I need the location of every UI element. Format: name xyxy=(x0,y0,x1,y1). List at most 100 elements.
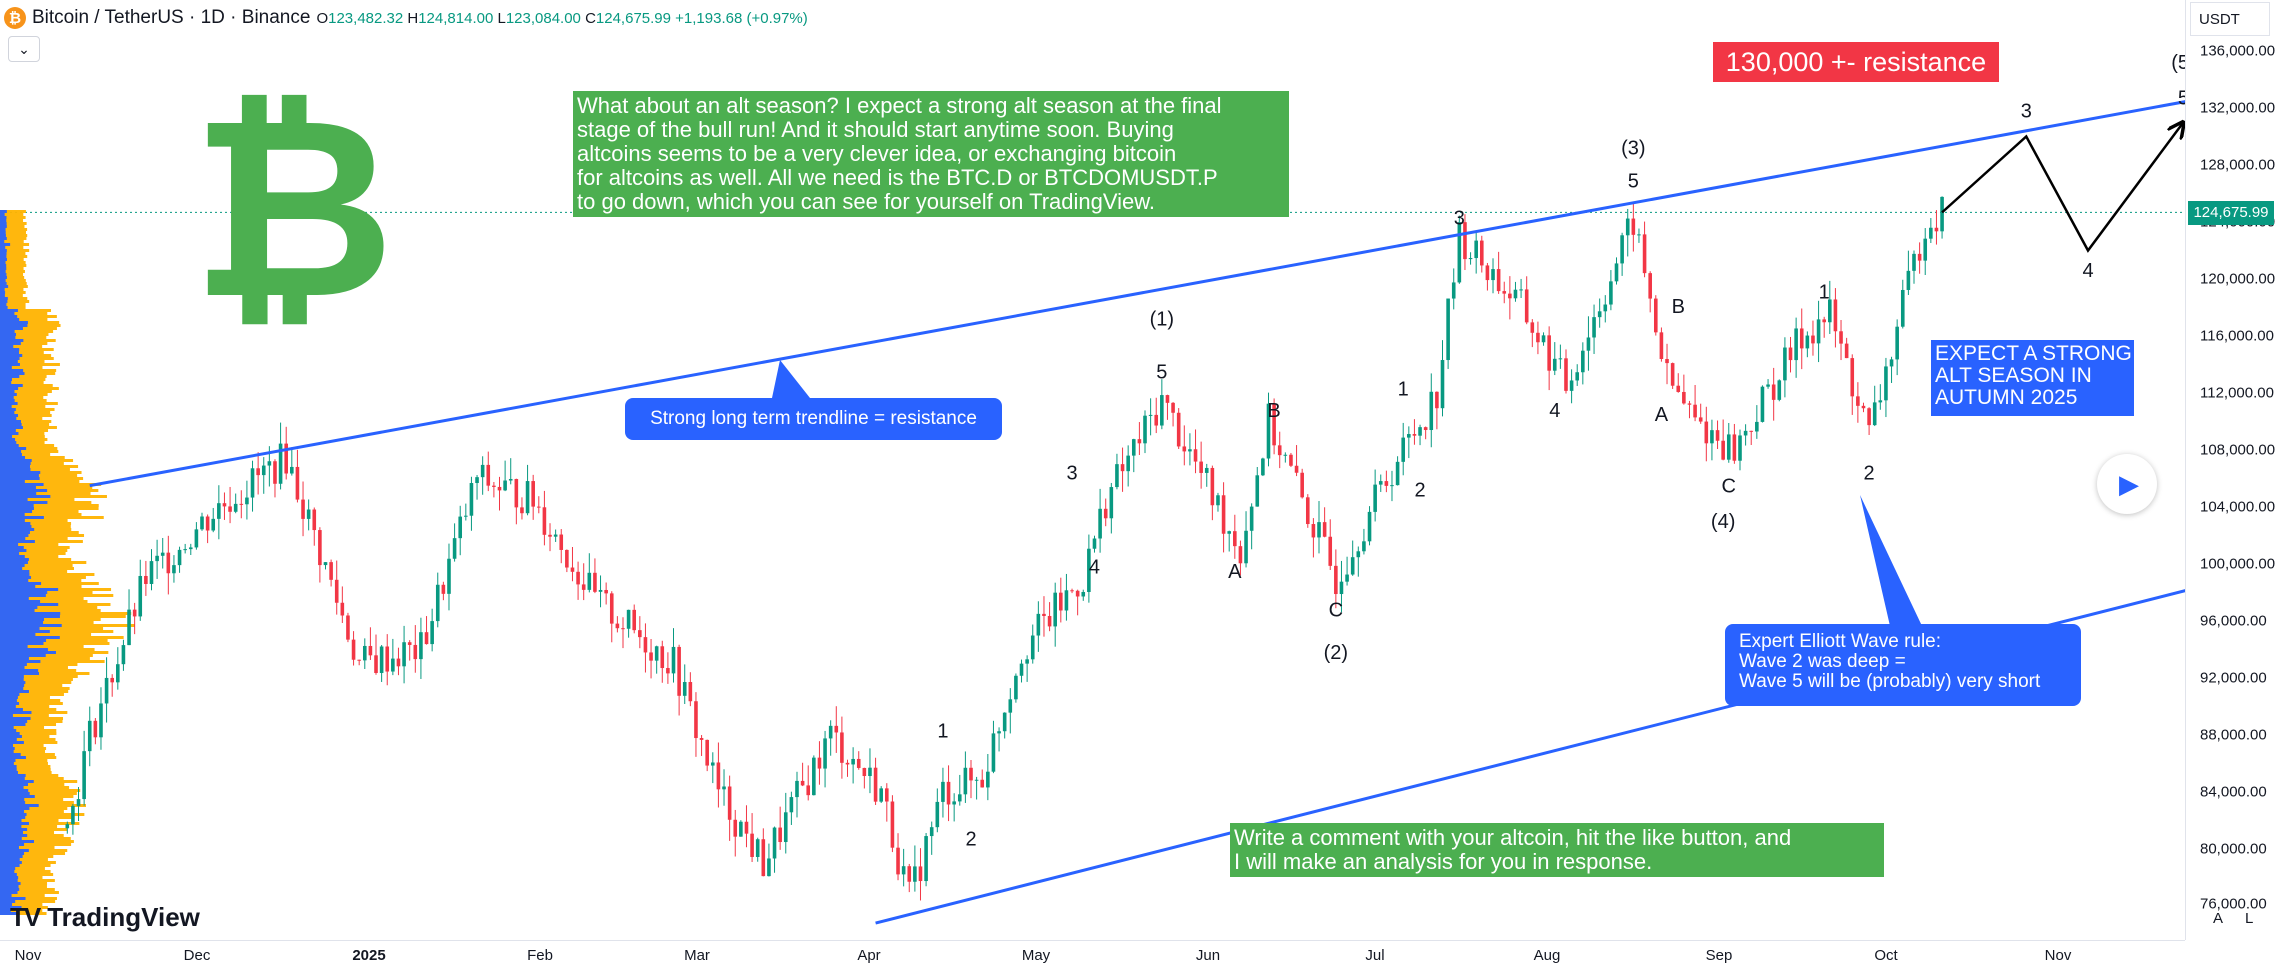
chart-canvas[interactable]: ₿ 1 2 3 4 5 (1) B A C (2) 1 2 3 4 5 (3) B A C (4) 1 2 3 4 5 (5) xyxy=(0,0,2185,940)
volume-profile-bar xyxy=(0,894,12,897)
candle-body xyxy=(1912,253,1916,271)
currency-label[interactable]: USDT xyxy=(2190,2,2270,36)
candle-body xyxy=(65,824,70,829)
time-axis[interactable]: Nov Dec 2025 Feb Mar Apr May Jun Jul Aug… xyxy=(0,940,2185,972)
volume-profile-bar xyxy=(0,906,22,909)
volume-profile-bar xyxy=(0,381,44,384)
price-axis[interactable]: 136,000.00 132,000.00 128,000.00 124,000… xyxy=(2185,0,2275,940)
volume-profile-bar xyxy=(0,534,29,537)
volume-profile-bar xyxy=(0,861,22,864)
volume-profile-bar xyxy=(0,540,83,543)
play-button[interactable]: ▶ xyxy=(2097,454,2157,514)
volume-profile-bar xyxy=(0,822,29,825)
volume-profile-bar xyxy=(0,639,47,642)
volume-profile-bar xyxy=(0,411,51,414)
volume-profile-bar xyxy=(0,780,78,783)
candle-body xyxy=(654,646,659,661)
candle-body xyxy=(183,549,187,551)
volume-profile-bar xyxy=(0,642,44,645)
volume-profile-bar xyxy=(0,765,51,768)
candle-body xyxy=(1496,269,1501,292)
volume-profile-bar xyxy=(0,282,7,285)
volume-profile-bar xyxy=(0,219,24,222)
candle-body xyxy=(1249,506,1254,531)
candle-body xyxy=(1614,263,1619,282)
volume-profile-bar xyxy=(0,765,17,768)
candle-body xyxy=(1508,293,1512,299)
candle-body xyxy=(1087,548,1091,592)
log-scale-button[interactable]: L xyxy=(2245,910,2254,927)
volume-profile-bar xyxy=(0,792,30,795)
volume-profile-bar xyxy=(0,690,69,693)
volume-profile-bar xyxy=(0,633,36,636)
candle-body xyxy=(1356,551,1361,558)
volume-profile-bar xyxy=(0,816,72,819)
candle-body xyxy=(419,632,423,660)
candle-body xyxy=(233,503,238,512)
wave-label: C xyxy=(1722,475,1736,497)
volume-profile-bar xyxy=(0,246,24,249)
volume-profile-bar xyxy=(0,318,20,321)
candle-body xyxy=(710,762,715,766)
wave-label: 3 xyxy=(1454,207,1465,229)
candle-body xyxy=(660,646,665,669)
candle-body xyxy=(1429,391,1434,431)
candle-body xyxy=(1401,437,1406,462)
candle-body xyxy=(1586,337,1591,351)
volume-profile-bar xyxy=(0,273,7,276)
candle-body xyxy=(1491,269,1495,281)
volume-profile-bar xyxy=(0,279,26,282)
volume-profile-bar xyxy=(0,771,18,774)
volume-profile-bar xyxy=(0,570,30,573)
candle-body xyxy=(1839,331,1843,344)
candle-body xyxy=(104,677,109,704)
volume-profile-bar xyxy=(0,756,57,759)
volume-profile-bar xyxy=(0,363,60,366)
time-tick: Feb xyxy=(527,947,553,964)
candle-body xyxy=(346,615,350,640)
volume-profile-bar xyxy=(0,897,57,900)
price-tick: 80,000.00 xyxy=(2200,840,2267,858)
volume-profile-bar xyxy=(0,615,60,618)
candle-body xyxy=(1334,565,1338,595)
candle-body xyxy=(250,468,255,498)
candle-body xyxy=(901,866,906,875)
volume-profile-bar xyxy=(0,876,19,879)
volume-profile-bar xyxy=(0,744,13,747)
time-tick: Nov xyxy=(2044,947,2072,964)
volume-profile-bar xyxy=(0,522,31,525)
volume-profile-bar xyxy=(0,216,7,219)
candle-body xyxy=(649,652,653,661)
chevron-down-icon[interactable]: ⌄ xyxy=(8,36,40,62)
candle-body xyxy=(682,682,687,696)
candle-body xyxy=(1766,384,1770,387)
auto-scale-button[interactable]: A xyxy=(2213,910,2224,927)
candle-body xyxy=(407,642,412,645)
volume-profile-bar xyxy=(0,321,60,324)
candle-body xyxy=(469,483,474,516)
volume-profile-bar xyxy=(0,618,101,621)
volume-profile-bar xyxy=(0,807,30,810)
candle-body xyxy=(1261,458,1265,476)
volume-profile-bar xyxy=(0,873,17,876)
volume-profile-bar xyxy=(0,258,24,261)
symbol-title[interactable]: Bitcoin / TetherUS · 1D · Binance xyxy=(32,7,311,28)
volume-profile-bar xyxy=(0,279,6,282)
candle-body xyxy=(1749,430,1754,432)
candle-body xyxy=(323,562,328,566)
volume-profile-bar xyxy=(0,456,65,459)
candle-body xyxy=(1412,434,1417,436)
volume-profile-bar xyxy=(0,750,14,753)
tradingview-logo[interactable]: TV TradingView xyxy=(10,902,200,933)
candle-body xyxy=(1552,358,1557,371)
candle-body xyxy=(1115,464,1119,488)
volume-profile-bar xyxy=(0,786,70,789)
volume-profile-bar xyxy=(0,297,28,300)
volume-profile-bar xyxy=(0,525,71,528)
volume-profile-bar xyxy=(0,597,84,600)
volume-profile-bar xyxy=(0,537,26,540)
volume-profile-bar xyxy=(0,768,17,771)
volume-profile-bar xyxy=(0,471,82,474)
wave-label: 3 xyxy=(2021,101,2032,123)
candle-body xyxy=(1861,405,1866,409)
